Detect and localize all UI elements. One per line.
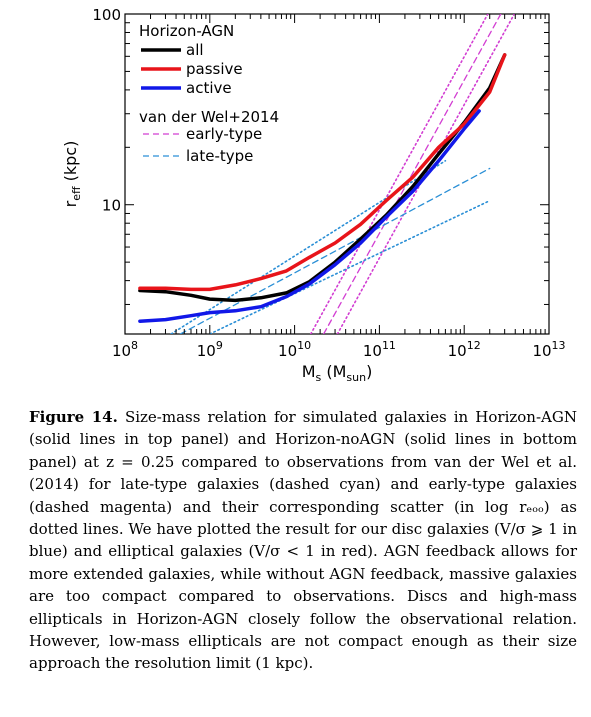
size-mass-figure: 108 109 1010 1011 1012 1013 10 100 Ms (Msun) re… [61, 6, 566, 384]
legend-label-active: active [186, 79, 232, 97]
y-tick-label: 10 [102, 197, 121, 215]
axis-ticks-group [124, 13, 550, 334]
series-lines-group [138, 53, 507, 323]
legend-label-early-type: early-type [186, 125, 262, 143]
x-tick-label: 1013 [532, 339, 565, 360]
x-tick-label: 1012 [448, 339, 481, 360]
reference-line-early-type [322, 14, 502, 334]
series-line-passive [138, 53, 507, 292]
legend-group-title-horizon-agn: Horizon-AGN [139, 22, 234, 40]
reference-scatter-line-4 [209, 199, 491, 334]
x-tick-label: 108 [112, 339, 138, 360]
figure-caption: Figure 14. Size-mass relation for simula… [29, 406, 577, 675]
x-tick-label: 109 [197, 339, 223, 360]
size-mass-chart: 108 109 1010 1011 1012 1013 10 100 Ms (Msun) re… [61, 6, 566, 384]
x-axis-label: Ms (Msun) [302, 362, 373, 384]
legend-group-title-van-der-wel: van der Wel+2014 [139, 108, 279, 126]
legend-label-all: all [186, 41, 204, 59]
y-tick-label: 100 [92, 6, 121, 24]
reference-scatter-line-1 [309, 14, 489, 334]
y-axis-label: reff (kpc) [61, 141, 83, 208]
tick-labels-group: 108 109 1010 1011 1012 1013 10 100 [92, 6, 565, 360]
legend-label-passive: passive [186, 60, 243, 78]
legend-label-late-type: late-type [186, 147, 253, 165]
caption-text: Size-mass relation for simulated galaxie… [29, 408, 577, 673]
x-tick-label: 1011 [363, 339, 396, 360]
x-tick-label: 1010 [278, 339, 311, 360]
series-line-all [138, 53, 507, 303]
series-line-active [138, 109, 481, 323]
reference-line-late-type [179, 167, 491, 334]
legend: Horizon-AGN all passive active van der W… [139, 22, 279, 165]
caption-label: Figure 14. [29, 408, 118, 426]
